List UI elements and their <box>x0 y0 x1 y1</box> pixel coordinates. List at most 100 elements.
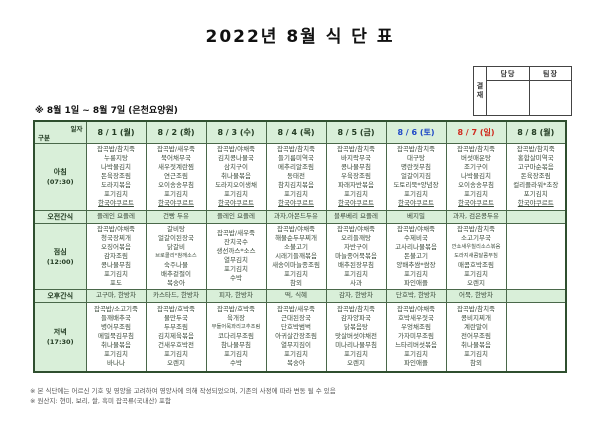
menu-item: 피자, 한방차 <box>218 291 254 299</box>
menu-item: 포기김치 <box>344 350 368 359</box>
menu-item: 들깨배추국 <box>101 314 131 323</box>
corner-cell: 일자 구분 <box>33 120 87 144</box>
menu-item: 전어무조림 <box>461 332 491 341</box>
menu-item: 과자,아몬드두유 <box>274 212 318 220</box>
menu-item: 시래기들깨볶음 <box>275 251 317 260</box>
menu-cell: 떡, 식혜 <box>265 288 327 303</box>
menu-item: 콩나물무침 <box>341 163 371 171</box>
date-header: 8 / 1 (월) <box>85 120 147 144</box>
menu-cell: 잡곡밥/참치죽 버섯매운탕 조기구이 나박물김치 오이송송무침 포기김치 한국야쿠르트 <box>445 142 507 211</box>
menu-item: 떡, 식혜 <box>284 291 308 299</box>
menu-item: 플레인 요플레 <box>217 212 255 220</box>
menu-cell <box>505 209 567 224</box>
menu-item: 배추된장무침 <box>338 260 374 269</box>
approval-grid: 담당 팀장 <box>487 67 571 115</box>
page-title: 2022년 8월 식 단 표 <box>205 27 395 47</box>
menu-item: 오렌지 <box>467 278 485 287</box>
menu-item: 참나물무침 <box>221 341 251 350</box>
menu-item: 삼치구이 <box>224 163 248 171</box>
menu-item: 잡곡밥/참치죽 <box>396 145 436 153</box>
menu-item: 포기김치 <box>104 269 128 278</box>
menu-item: 한국야쿠르트 <box>338 199 374 207</box>
menu-item: 소불고기 <box>284 242 308 251</box>
menu-item: 포기김치 <box>224 190 248 198</box>
menu-cell: 잡곡밥/참치죽 홍합살미역국 고구마순볶음 돈육장조림 컬리플라워*초장 포기김치 한국야쿠… <box>505 142 567 211</box>
menu-item: 청국장찌개 <box>101 233 131 242</box>
menu-item: 누룽지탕 <box>104 154 128 162</box>
menu-item: 한국야쿠르트 <box>398 199 434 207</box>
menu-item: 돈불고기 <box>404 251 428 260</box>
menu-item: 오렌지 <box>167 359 185 368</box>
menu-item: 포기김치 <box>284 269 308 278</box>
menu-item: 단호박범벅 <box>281 323 311 332</box>
menu-cell: 잡곡밥/참치죽 누룽지탕 나박물김치 돈육장조림 도라지볶음 포기김치 한국야쿠르트 <box>85 142 147 211</box>
menu-item: 사과 <box>350 278 362 287</box>
menu-item: 열무김치 <box>224 256 248 264</box>
menu-cell <box>505 288 567 303</box>
footnotes: ※ 본 식단에는 어르신 기호 및 영양을 고려하여 영양사에 의해 작성되었으… <box>30 386 336 406</box>
menu-item: 수박 <box>230 359 242 368</box>
menu-item: 느타리버섯볶음 <box>395 341 437 350</box>
menu-item: 취나물볶음 <box>221 172 251 180</box>
menu-row-오전간식: 오전간식 플레인 요플레 건빵 두유 플레인 요플레 과자,아몬드두유 블루베리 요플레 베… <box>33 209 567 224</box>
menu-item: 포기김치 <box>284 350 308 359</box>
menu-cell: 잡곡밥/야채죽 김치콩나물국 삼치구이 취나물볶음 도라지오이생채 포기김치 한국야쿠르트 <box>205 142 267 211</box>
menu-item: 포기김치 <box>404 269 428 278</box>
menu-cell <box>505 301 567 373</box>
subtitle: ※ 8월 1일 ~ 8월 7일 (은천요양원) <box>35 106 178 116</box>
menu-item: 닭볶음탕 <box>344 323 368 332</box>
menu-cell: 감자, 한방차 <box>325 288 387 303</box>
menu-cell: 잡곡밥/야채죽 호박새우젓국 우엉채조림 가자미무조림 느타리버섯볶음 포기김치 파인애플 <box>385 301 447 373</box>
menu-item: 단호박, 한방차 <box>395 291 436 299</box>
date-header: 8 / 4 (목) <box>265 120 327 144</box>
menu-item: 포기김치 <box>224 350 248 359</box>
menu-cell: 갈비탕 얼갈이된장국 닭갈비 브로콜리*참깨소스 숙주나물 배추겉절이 복숭아 <box>145 222 207 290</box>
menu-item: 나박물김치 <box>101 163 131 171</box>
menu-item: 물만두국 <box>164 314 188 323</box>
menu-item: 참외 <box>470 359 482 368</box>
menu-cell: 잡곡밥/호박죽 물만두국 두부조림 김치제육볶음 건새우호박전 포기김치 오렌지 <box>145 301 207 373</box>
menu-cell: 잡곡밥/참치죽 소고기무국 깐쇼새우칠리소스볶음 도라지새콤달콤무침 매콤호박조림 포기김… <box>445 222 507 290</box>
approval-col-timjang: 팀장 <box>529 67 571 81</box>
menu-cell: 잡곡밥/호박죽 육개장 부들어묵꽈리고추조림 코다리무조림 참나물무침 포기김치 수박 <box>205 301 267 373</box>
menu-item: 아귀살간장조림 <box>275 332 317 341</box>
menu-item: 카스타드, 한방차 <box>153 291 199 299</box>
menu-item: 병어무조림 <box>101 323 131 332</box>
menu-item: 계란말이 <box>464 323 488 332</box>
menu-item: 잡곡밥/참치죽 <box>456 224 496 233</box>
menu-item: 연근조림 <box>164 172 188 180</box>
menu-item: 포기김치 <box>464 350 488 359</box>
menu-item: 감자양파국 <box>341 314 371 323</box>
menu-item: 잡곡밥/참치죽 <box>96 145 136 153</box>
menu-cell: 잡곡밥/참치죽 바지락무국 콩나물무침 우육장조림 파래자반볶음 포기김치 한국야쿠르트 <box>325 142 387 211</box>
menu-item: 호박새우젓국 <box>398 314 434 323</box>
menu-cell: 잡곡밥/야채죽 해물순두부찌개 소불고기 시래기들깨볶음 새송이마늘종조림 포기김치 참외 <box>265 222 327 290</box>
menu-item: 오이송송무침 <box>158 181 194 189</box>
menu-item: 포기김치 <box>164 350 188 359</box>
menu-item: 코다리무조림 <box>218 332 254 341</box>
row-label: 저녁 (17:30) <box>33 301 87 373</box>
menu-cell: 잡곡밥/새우죽 근대된장국 단호박범벅 아귀살간장조림 열무지짐이 포기김치 복숭아 <box>265 301 327 373</box>
menu-cell: 잡곡밥/야채죽 청국장찌개 오징어볶음 감자조림 콩나물무침 포기김치 포도 <box>85 222 147 290</box>
row-label: 오전간식 <box>33 209 87 224</box>
menu-item: 포기김치 <box>404 190 428 198</box>
menu-item: 잡곡밥/참치죽 <box>336 305 376 314</box>
menu-item: 포기김치 <box>464 269 488 278</box>
menu-item: 베지밀 <box>407 212 425 220</box>
menu-item: 잔치국수 <box>224 238 248 246</box>
menu-item: 나박물김치 <box>461 172 491 180</box>
menu-item: 얼갈이된장국 <box>158 233 194 242</box>
row-time: (07:30) <box>46 178 74 186</box>
menu-cell: 단호박, 한방차 <box>385 288 447 303</box>
menu-item: 북어채무국 <box>161 154 191 162</box>
menu-item: 콩나물무침 <box>101 260 131 269</box>
menu-item: 두부조림 <box>164 323 188 332</box>
menu-item: 고구마, 한방차 <box>95 291 136 299</box>
menu-item: 파래자반볶음 <box>338 181 374 189</box>
menu-item: 돈육장조림 <box>520 172 551 180</box>
approval-box: 결재 담당 팀장 <box>473 66 572 116</box>
menu-item: 육개장 <box>227 314 245 323</box>
menu-item: 한국야쿠르트 <box>517 199 554 207</box>
menu-item: 오리들깨탕 <box>341 233 371 242</box>
menu-item: 파인애플 <box>404 359 428 368</box>
